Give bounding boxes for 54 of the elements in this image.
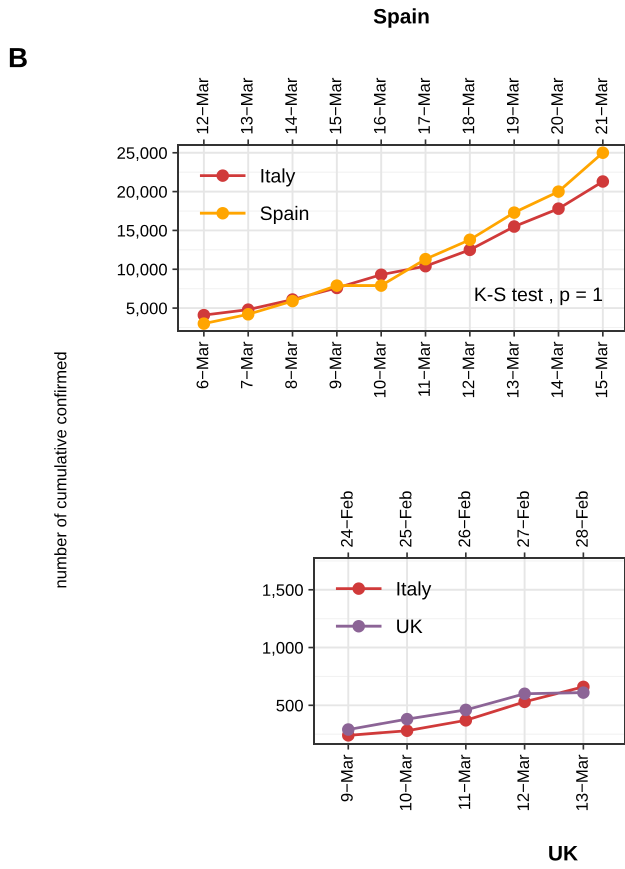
legend-label: UK (397, 620, 422, 634)
x2-tick-label: 28−Feb (576, 491, 588, 547)
chart-title: Spain (374, 8, 429, 28)
x2-tick-label: 12−Mar (196, 78, 208, 134)
x2-tick-label: 27−Feb (516, 491, 530, 547)
point (596, 175, 610, 188)
x2-tick-label: 15−Mar (330, 78, 342, 134)
point (464, 244, 476, 256)
x2-tick-label: 13−Mar (240, 78, 253, 134)
text: B (10, 48, 27, 68)
y-tick-label: 25,000 (117, 147, 167, 161)
y-axis-title: number of cumulative confirmed (54, 352, 66, 588)
legend-label: Spain (260, 206, 308, 224)
x-tick-label: 8−Mar (285, 342, 297, 388)
y-tick-label: 20,000 (117, 186, 167, 200)
x2-tick-label: 18−Mar (462, 78, 474, 134)
point (400, 724, 414, 737)
annotation: K-S test , p = 1 (475, 287, 602, 306)
point (374, 268, 388, 281)
x2-tick-label: 25−Feb (399, 491, 412, 547)
point (552, 202, 565, 215)
x-tick-label: 12−Mar (462, 342, 474, 398)
x2-tick-label: 21−Mar (596, 78, 608, 134)
x-tick-label: 10−Mar (374, 342, 386, 398)
y-tick-label: 10,000 (118, 264, 167, 278)
y-tick-label: 1,500 (263, 584, 303, 598)
x2-tick-label: 24−Feb (340, 491, 353, 547)
x2-tick-label: 14−Mar (285, 78, 297, 134)
x-tick-label: 13−Mar (576, 754, 588, 810)
legend-label: Italy (261, 168, 296, 186)
y-tick-label: 5,000 (126, 302, 167, 316)
x-tick-label: 14−Mar (551, 342, 563, 398)
x-tick-label: 7−Mar (241, 342, 253, 388)
x-tick-label: 15−Mar (596, 342, 608, 398)
x-tick-label: 10−Mar (400, 754, 412, 810)
x-tick-label: 12−Mar (517, 754, 530, 810)
x-tick-label: 11−Mar (418, 342, 430, 396)
y-tick-label: 500 (276, 700, 303, 712)
x2-tick-label: 17−Mar (418, 78, 430, 134)
y-tick-label: 1,000 (263, 642, 303, 656)
point (460, 714, 472, 727)
x-tick-label: 11−Mar (458, 754, 470, 809)
x2-tick-label: 20−Mar (551, 78, 563, 134)
text: UK (549, 846, 578, 861)
x2-tick-label: 19−Mar (506, 78, 519, 134)
x2-tick-label: 16−Mar (374, 78, 386, 134)
x-tick-label: 13−Mar (506, 342, 519, 398)
x-tick-label: 6−Mar (196, 342, 208, 388)
x2-tick-label: 26−Feb (458, 491, 470, 547)
x-tick-label: 9−Mar (340, 754, 353, 802)
y-tick-label: 15,000 (118, 224, 167, 239)
x-tick-label: 9−Mar (330, 342, 342, 388)
legend-label: Italy (397, 581, 432, 600)
point (508, 220, 520, 233)
